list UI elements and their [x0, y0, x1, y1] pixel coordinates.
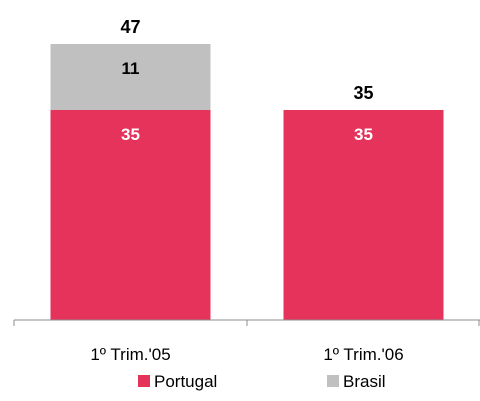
- bar-portugal-1: [283, 110, 444, 320]
- legend-swatch-portugal: [138, 375, 150, 387]
- legend-swatch-brasil: [327, 375, 339, 387]
- data-label-portugal-1: 35: [354, 125, 373, 144]
- bar-brasil-0: [50, 44, 211, 110]
- x-tick-label-0: 1º Trim.'05: [90, 345, 170, 364]
- bar-portugal-0: [50, 110, 211, 320]
- legend-label-portugal: Portugal: [154, 372, 217, 391]
- total-label-1: 35: [353, 83, 373, 103]
- x-axis: 1º Trim.'05 1º Trim.'06: [13, 319, 480, 364]
- labels-layer: 35 11 47 35 35: [120, 17, 373, 144]
- data-label-portugal-0: 35: [121, 125, 140, 144]
- bars-layer: [50, 44, 444, 320]
- legend: Portugal Brasil: [138, 372, 386, 391]
- total-label-0: 47: [120, 17, 140, 37]
- legend-label-brasil: Brasil: [343, 372, 386, 391]
- data-label-brasil-0: 11: [122, 59, 140, 78]
- x-tick-label-1: 1º Trim.'06: [323, 345, 403, 364]
